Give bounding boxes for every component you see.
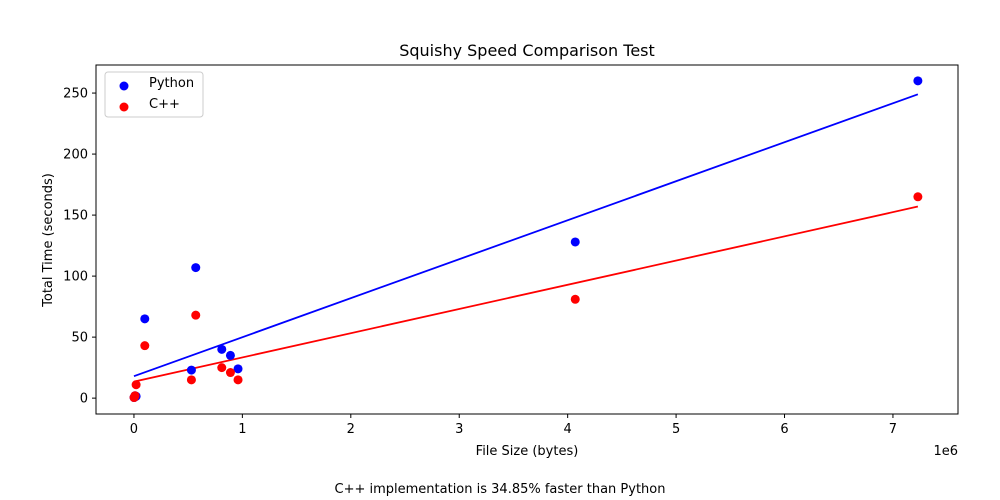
data-point-1-8 xyxy=(225,368,235,378)
footnote: C++ implementation is 34.85% faster than… xyxy=(334,482,666,497)
data-point-0-4 xyxy=(140,314,150,324)
x-tick-label-3: 3 xyxy=(455,422,463,437)
y-tick-label-0: 0 xyxy=(80,392,88,407)
x-tick-label-1: 1 xyxy=(238,422,246,437)
data-point-0-7 xyxy=(217,344,227,354)
data-point-1-4 xyxy=(140,341,150,351)
x-tick-label-6: 6 xyxy=(780,422,788,437)
y-tick-label-1: 50 xyxy=(71,331,88,346)
x-tick-label-2: 2 xyxy=(347,422,355,437)
plot-area: 0 1 2 3 4 5 6 7 0 50 100 150 200 250 Python C++ xyxy=(63,64,959,437)
axes-frame xyxy=(95,64,959,415)
x-tick-label-4: 4 xyxy=(564,422,572,437)
data-point-0-10 xyxy=(570,237,580,247)
legend-label-0: Python xyxy=(149,76,194,91)
x-axis-label: File Size (bytes) xyxy=(476,444,579,459)
y-tick-label-2: 100 xyxy=(63,270,88,285)
legend-marker-1 xyxy=(119,102,129,112)
y-axis-label: Total Time (seconds) xyxy=(41,173,56,308)
data-point-1-6 xyxy=(191,310,201,320)
x-tick-label-5: 5 xyxy=(672,422,680,437)
x-axis-scale-label: 1e6 xyxy=(933,444,958,459)
trendline-1 xyxy=(133,205,919,383)
data-point-1-7 xyxy=(217,363,227,373)
data-point-0-6 xyxy=(191,263,201,273)
data-point-1-11 xyxy=(913,192,923,202)
data-point-1-9 xyxy=(233,375,243,385)
y-tick-label-3: 150 xyxy=(63,209,88,224)
y-tick-label-5: 250 xyxy=(63,87,88,102)
x-tick-label-7: 7 xyxy=(889,422,897,437)
data-point-0-5 xyxy=(186,365,196,375)
legend-box xyxy=(104,71,204,118)
trendline-0 xyxy=(133,93,919,378)
data-point-0-9 xyxy=(233,364,243,374)
x-tick-label-0: 0 xyxy=(130,422,138,437)
chart-title: Squishy Speed Comparison Test xyxy=(399,41,655,60)
data-point-1-3 xyxy=(131,380,141,390)
data-point-0-11 xyxy=(913,76,923,86)
data-point-0-8 xyxy=(225,350,235,360)
data-point-1-2 xyxy=(130,391,140,401)
data-point-1-5 xyxy=(186,375,196,385)
legend-label-1: C++ xyxy=(149,97,180,112)
legend-marker-0 xyxy=(119,81,129,91)
y-tick-label-4: 200 xyxy=(63,148,88,163)
data-point-1-10 xyxy=(570,294,580,304)
